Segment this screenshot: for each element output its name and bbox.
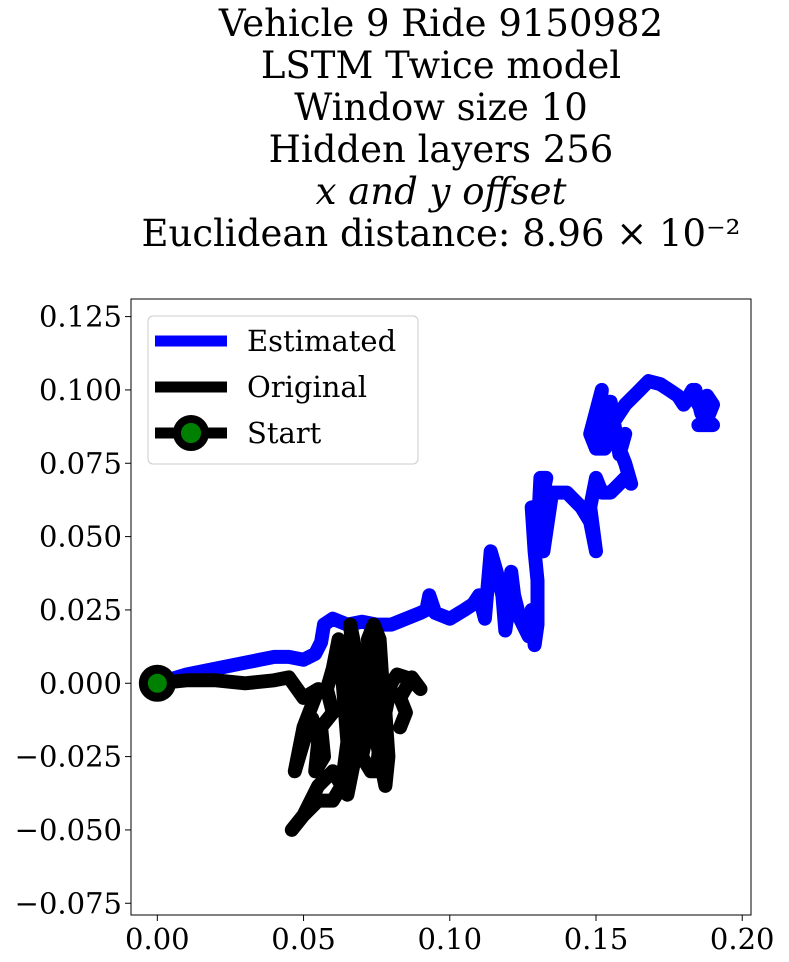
legend-box xyxy=(147,315,419,465)
legend: Estimated Original Start xyxy=(147,315,419,465)
title-line-2: LSTM Twice model xyxy=(261,44,621,87)
title-line-6: Euclidean distance: 8.96 × 10⁻² xyxy=(142,212,741,255)
y-tick-label: 0.100 xyxy=(39,373,122,407)
title-line-4: Hidden layers 256 xyxy=(269,128,614,171)
title-line-1: Vehicle 9 Ride 9150982 xyxy=(218,2,663,45)
y-tick-label: 0.025 xyxy=(39,593,122,627)
y-tick-label: −0.075 xyxy=(15,886,122,920)
y-tick-label: −0.050 xyxy=(15,813,122,847)
series-line-original xyxy=(150,617,428,837)
y-tick-label: 0.050 xyxy=(39,520,122,554)
legend-label-estimated: Estimated xyxy=(247,324,396,358)
x-tick-label: 0.20 xyxy=(710,922,775,956)
series-layer xyxy=(150,374,720,837)
series-line-estimated xyxy=(150,374,720,691)
marker-layer xyxy=(138,664,176,702)
legend-label-start: Start xyxy=(247,416,322,450)
y-tick-label: 0.125 xyxy=(39,300,122,334)
legend-start-marker xyxy=(173,415,209,451)
x-axis: 0.00 0.05 0.10 0.15 0.20 xyxy=(125,915,775,956)
chart-title: Vehicle 9 Ride 9150982 LSTM Twice model … xyxy=(142,2,741,255)
title-line-3: Window size 10 xyxy=(294,86,588,129)
x-tick-label: 0.00 xyxy=(125,922,190,956)
x-tick-label: 0.10 xyxy=(417,922,482,956)
y-tick-label: 0.000 xyxy=(39,666,122,700)
y-tick-label: 0.075 xyxy=(39,446,122,480)
legend-label-original: Original xyxy=(247,370,367,404)
title-line-5: x and y offset xyxy=(316,170,567,213)
x-tick-label: 0.05 xyxy=(271,922,336,956)
y-tick-label: −0.025 xyxy=(15,740,122,774)
plot-frame xyxy=(130,298,752,916)
start-marker xyxy=(138,664,176,702)
x-tick-label: 0.15 xyxy=(564,922,629,956)
y-axis: 0.125 0.100 0.075 0.050 0.025 0.000 −0.025 −0.0… xyxy=(15,300,131,920)
